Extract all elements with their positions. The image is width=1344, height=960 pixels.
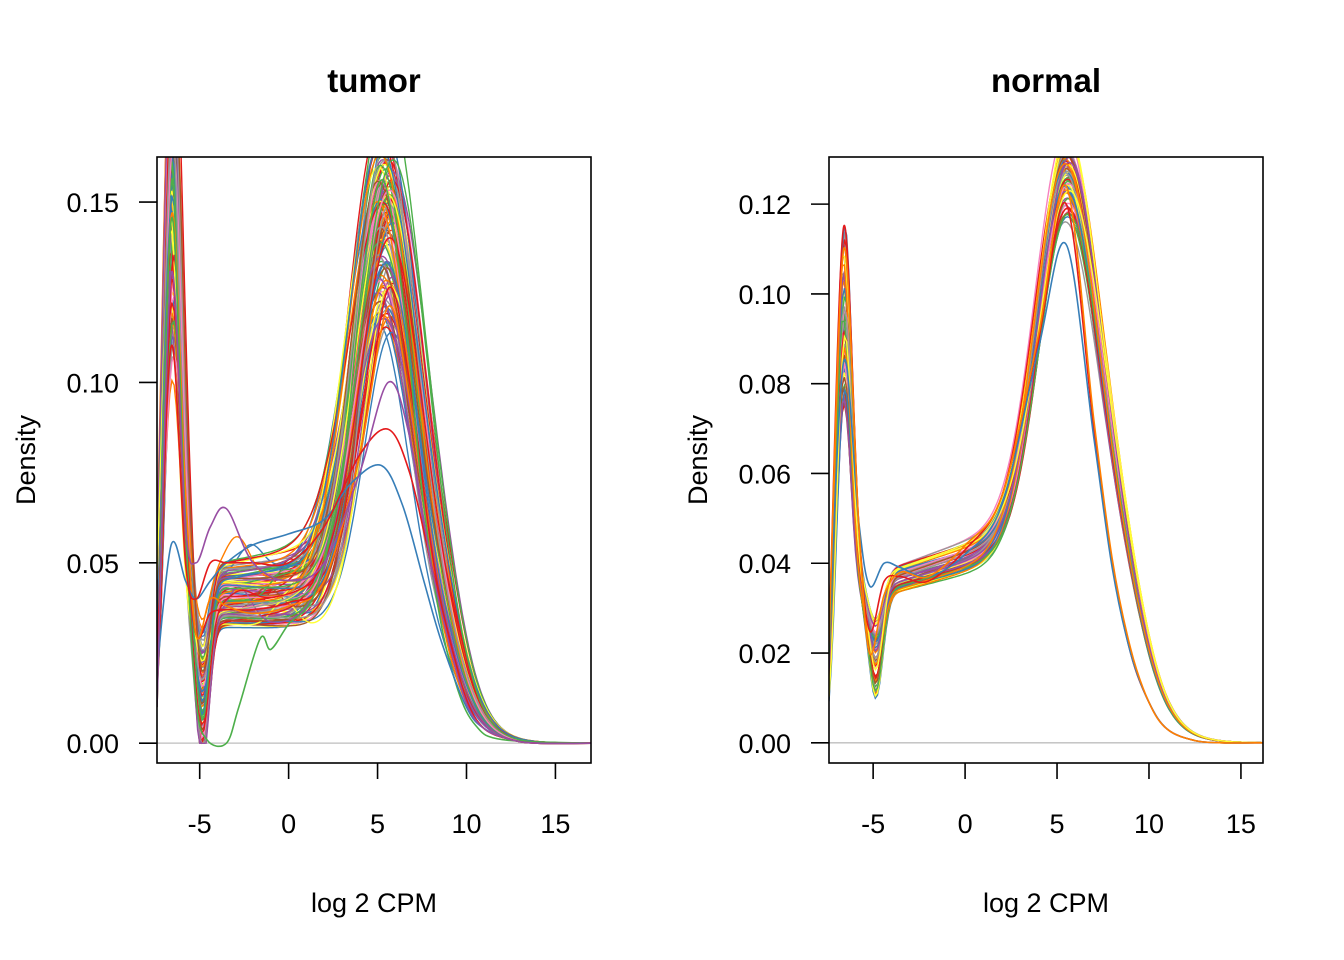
density-line xyxy=(829,184,1263,744)
x-tick-label: 0 xyxy=(958,809,973,839)
x-tick-label: 5 xyxy=(1050,809,1065,839)
y-tick-label: 0.10 xyxy=(66,368,119,398)
y-tick-label: 0.12 xyxy=(738,190,791,220)
density-line xyxy=(157,270,591,745)
x-tick-label: 10 xyxy=(1134,809,1164,839)
x-tick-label: 15 xyxy=(1226,809,1256,839)
density-line xyxy=(157,178,591,744)
density-line xyxy=(157,237,591,744)
x-axis-label: log 2 CPM xyxy=(983,888,1109,918)
density-line xyxy=(829,241,1263,744)
density-line xyxy=(157,321,591,744)
density-line xyxy=(157,157,591,744)
y-axis-label: Density xyxy=(11,414,41,505)
density-line xyxy=(157,236,591,744)
y-tick-label: 0.15 xyxy=(66,188,119,218)
density-line xyxy=(157,157,591,744)
plot-frame xyxy=(156,156,592,764)
x-tick-label: 5 xyxy=(370,809,385,839)
density-line xyxy=(157,157,591,744)
normal-panel: normal -5 0 5 10 15 0.00 0.02 0.04 0.06 0.08 0.10 0.… xyxy=(683,62,1264,918)
x-tick-label: 0 xyxy=(281,809,296,839)
density-curves xyxy=(829,157,1263,744)
y-axis-label: Density xyxy=(683,414,713,505)
y-tick-label: 0.10 xyxy=(738,280,791,310)
density-line xyxy=(157,315,591,744)
y-tick-label: 0.08 xyxy=(738,370,791,400)
density-line xyxy=(829,157,1262,744)
y-tick-label: 0.02 xyxy=(738,639,791,669)
y-tick-label: 0.00 xyxy=(66,729,119,759)
density-curves xyxy=(157,157,591,748)
y-tick-label: 0.05 xyxy=(66,549,119,579)
x-axis-label: log 2 CPM xyxy=(311,888,437,918)
panel-title: normal xyxy=(991,62,1101,99)
density-line xyxy=(157,159,591,744)
x-tick-label: 10 xyxy=(451,809,481,839)
y-tick-label: 0.06 xyxy=(738,459,791,489)
plot-frame xyxy=(828,156,1264,764)
x-tick-label: -5 xyxy=(188,809,212,839)
panel-title: tumor xyxy=(327,62,421,99)
density-line xyxy=(157,344,591,745)
x-tick-label: 15 xyxy=(540,809,570,839)
tumor-panel: tumor -5 0 5 10 15 0.00 0.05 0.10 0.15 log 2 CPM De… xyxy=(11,62,592,918)
density-line xyxy=(829,162,1262,744)
y-tick-label: 0.04 xyxy=(738,549,791,579)
density-line xyxy=(157,157,591,744)
x-tick-label: -5 xyxy=(861,809,885,839)
y-tick-label: 0.00 xyxy=(738,729,791,759)
